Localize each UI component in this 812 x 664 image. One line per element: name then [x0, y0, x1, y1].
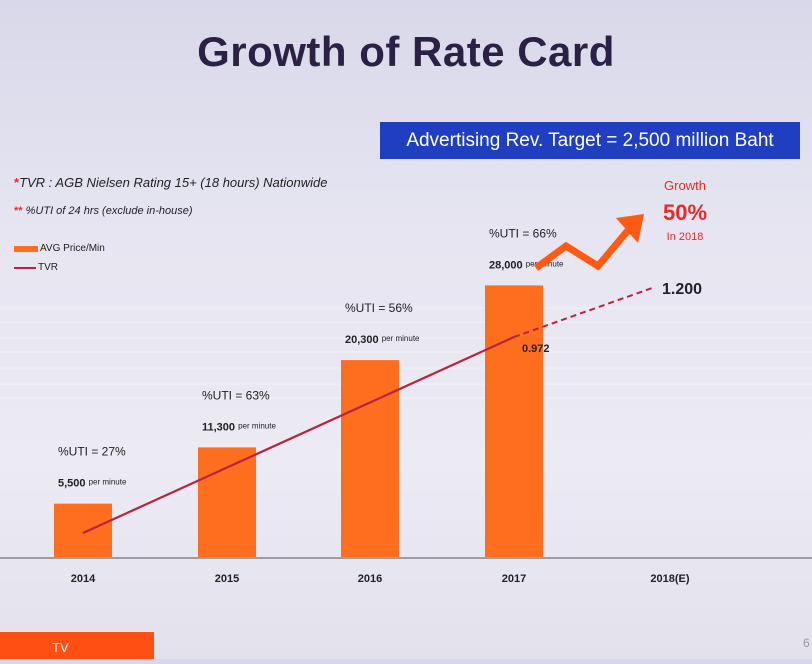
revenue-target-banner: Advertising Rev. Target = 2,500 million …	[380, 122, 800, 159]
tvr-value-2018: 1.200	[662, 281, 702, 298]
note-uti: ** %UTI of 24 hrs (exclude in-house)	[14, 205, 193, 217]
bar-value-label-2016: 20,300 per minute	[345, 334, 420, 346]
uti-label-2017: %UTI = 66%	[489, 226, 557, 240]
uti-label-2015: %UTI = 63%	[202, 388, 270, 402]
bar-value-unit: per minute	[382, 334, 420, 343]
bar-value-label-2017: 28,000 per minute	[489, 259, 564, 271]
growth-arrow-head	[616, 214, 644, 243]
note-tvr-text: TVR : AGB Nielsen Rating 15+ (18 hours) …	[19, 175, 328, 190]
bar-2015	[198, 447, 256, 557]
chart-title: Growth of Rate Card	[197, 28, 615, 75]
legend-line-label: TVR	[38, 262, 58, 273]
growth-value: 50%	[662, 200, 708, 225]
legend-line-swatch	[14, 266, 36, 269]
x-tick-label-2017: 2017	[502, 573, 526, 585]
note-tvr: *TVR : AGB Nielsen Rating 15+ (18 hours)…	[14, 175, 327, 190]
legend-bar: AVG Price/Min	[14, 243, 105, 254]
note-uti-marker: **	[14, 205, 23, 217]
bar-2016	[341, 360, 399, 557]
bar-value-unit: per minute	[238, 421, 276, 430]
page-number: 6	[803, 636, 810, 650]
legend-bar-label: AVG Price/Min	[40, 243, 105, 254]
bar-value-label-2015: 11,300 per minute	[202, 421, 276, 433]
bar-value-number: 28,000	[489, 259, 526, 271]
note-uti-text: %UTI of 24 hrs (exclude in-house)	[25, 205, 193, 217]
x-tick-label-2018(E): 2018(E)	[650, 573, 689, 585]
x-tick-label-2015: 2015	[215, 573, 239, 585]
growth-sub: In 2018	[666, 231, 704, 243]
legend-bar-swatch	[14, 245, 38, 252]
bar-value-unit: per minute	[89, 478, 127, 487]
tv-tab: TV	[0, 632, 154, 659]
growth-label: Growth	[664, 178, 706, 193]
bar-value-label-2014: 5,500 per minute	[58, 478, 127, 490]
uti-label-2014: %UTI = 27%	[58, 445, 126, 459]
bar-value-number: 5,500	[58, 478, 89, 490]
bar-2014	[54, 503, 112, 557]
bar-value-number: 20,300	[345, 334, 382, 346]
uti-label-2016: %UTI = 56%	[345, 301, 413, 315]
legend-line: TVR	[14, 262, 58, 273]
bar-value-number: 11,300	[202, 421, 238, 433]
tvr-value-2017: 0.972	[522, 343, 550, 355]
growth-arrow-line	[533, 225, 633, 271]
note-tvr-marker: *	[14, 175, 20, 190]
bar-2017	[485, 285, 543, 557]
x-tick-label-2016: 2016	[358, 573, 382, 585]
tvr-line-projection	[513, 286, 656, 338]
x-tick-label-2014: 2014	[71, 573, 96, 585]
tvr-line-solid	[82, 335, 515, 535]
